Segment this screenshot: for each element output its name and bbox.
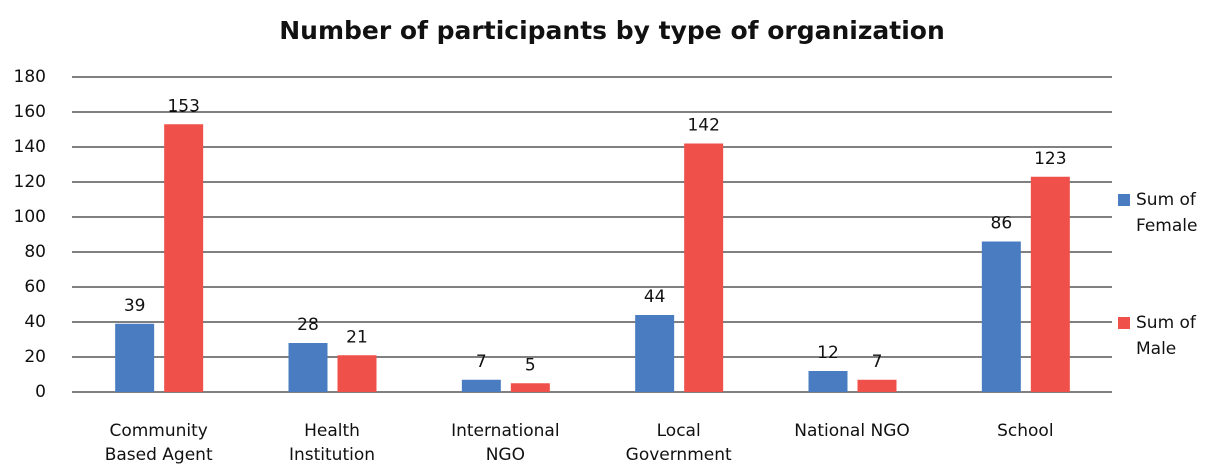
x-tick-label: National NGO (794, 421, 910, 441)
y-tick-label: 60 (24, 277, 46, 297)
value-label: 86 (991, 214, 1013, 234)
value-label: 5 (525, 355, 536, 375)
y-tick-label: 180 (14, 67, 46, 87)
value-label: 153 (167, 96, 199, 116)
y-tick-label: 140 (14, 137, 46, 157)
value-label: 123 (1034, 149, 1066, 169)
value-label: 12 (817, 343, 839, 363)
value-label: 7 (476, 352, 487, 372)
bar (1030, 176, 1070, 392)
y-tick-label: 20 (24, 347, 46, 367)
bar (857, 379, 897, 392)
legend-label: Sum of Female (1136, 190, 1197, 236)
bar (337, 355, 377, 392)
x-tick-label: Community Based Agent (105, 421, 213, 465)
value-label: 28 (297, 315, 319, 335)
x-tick-label: Local Government (626, 421, 732, 465)
bar (635, 315, 675, 392)
legend-label: Sum of Male (1136, 313, 1197, 359)
bar (115, 323, 155, 392)
value-label: 142 (687, 116, 719, 136)
bar (808, 371, 848, 392)
x-tick-label: School (997, 421, 1053, 441)
chart-title: Number of participants by type of organi… (279, 16, 945, 45)
legend-swatch (1118, 194, 1130, 206)
y-tick-label: 40 (24, 312, 46, 332)
y-tick-label: 100 (14, 207, 46, 227)
legend-swatch (1118, 317, 1130, 329)
value-label: 21 (346, 327, 368, 347)
bar (510, 383, 550, 392)
x-tick-label: Health Institution (289, 421, 375, 465)
y-tick-label: 80 (24, 242, 46, 262)
value-label: 39 (124, 296, 146, 316)
bar (461, 379, 501, 392)
y-tick-label: 120 (14, 172, 46, 192)
y-tick-label: 160 (14, 102, 46, 122)
value-label: 44 (644, 287, 666, 307)
value-label: 7 (872, 352, 883, 372)
x-tick-label: International NGO (451, 421, 560, 465)
y-tick-label: 0 (35, 382, 46, 402)
bar (684, 143, 724, 392)
bar (288, 343, 328, 392)
bar (981, 241, 1021, 392)
bar (164, 124, 204, 392)
